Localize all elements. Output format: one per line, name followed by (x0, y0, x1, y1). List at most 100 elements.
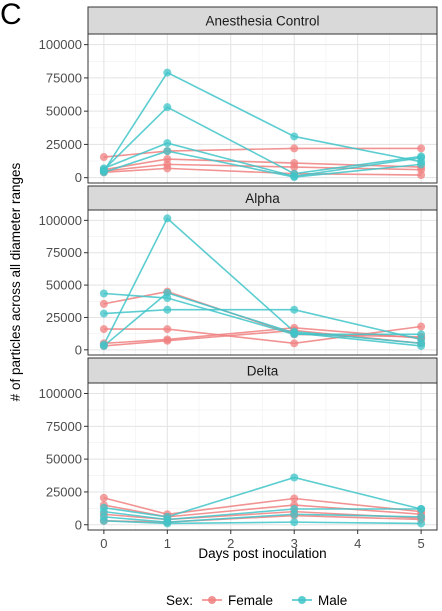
data-point (290, 510, 299, 519)
series-line (103, 106, 422, 175)
data-point (290, 328, 299, 337)
data-point (163, 214, 172, 223)
data-point (290, 494, 299, 503)
data-point (417, 322, 426, 331)
x-axis: 0 1 2 3 4 5 (100, 530, 425, 551)
y-axis-title: # of particles across all diameter range… (8, 162, 23, 401)
series-line (103, 142, 422, 178)
y-tick-label: 0 (75, 170, 82, 185)
x-tick-label: 3 (291, 536, 298, 551)
y-tick-label: 100000 (39, 37, 82, 52)
data-point (99, 168, 108, 177)
series-line (103, 163, 422, 172)
series-line (103, 508, 422, 521)
legend-title: Sex: (166, 593, 193, 608)
legend-label: Female (228, 593, 273, 608)
legend-key-point (208, 596, 216, 604)
data-point (163, 103, 172, 112)
data-point (163, 325, 172, 334)
data-point (417, 160, 426, 169)
y-tick-label: 100000 (39, 213, 82, 228)
data-point (163, 519, 172, 528)
series-line (103, 476, 422, 518)
facet-title: Delta (247, 364, 279, 379)
y-tick-label: 50000 (46, 452, 82, 467)
y-tick-label: 0 (75, 342, 82, 357)
y-tick-label: 0 (75, 517, 82, 532)
facet-strip (87, 185, 438, 211)
facet-panel: Anesthesia Control 0 25000 50000 75000 100000 (39, 6, 438, 185)
data-point (163, 164, 172, 173)
data-point (290, 305, 299, 314)
panel-letter: C (0, 0, 22, 31)
data-point (99, 341, 108, 350)
series-line (103, 150, 422, 178)
data-point (163, 336, 172, 345)
data-point (290, 132, 299, 141)
legend-key-point (298, 596, 306, 604)
data-point (417, 341, 426, 350)
y-tick-label: 100000 (39, 386, 82, 401)
data-point (290, 173, 299, 182)
data-point (417, 512, 426, 521)
y-tick-label: 75000 (46, 70, 82, 85)
facet-strip (87, 6, 438, 35)
series-line (103, 497, 422, 516)
data-point (417, 171, 426, 180)
y-tick-label: 75000 (46, 245, 82, 260)
data-point (163, 147, 172, 156)
data-point (163, 68, 172, 77)
y-tick-label: 25000 (46, 310, 82, 325)
data-point (99, 289, 108, 298)
panel-border (87, 33, 438, 184)
series-line (103, 520, 422, 525)
x-axis-title: Days post inoculation (198, 546, 326, 561)
panel-border (87, 382, 438, 531)
data-point (99, 325, 108, 334)
x-tick-label: 1 (164, 536, 171, 551)
data-point (99, 516, 108, 525)
series-line (103, 292, 422, 336)
data-point (99, 493, 108, 502)
facet-panel: Alpha 0 25000 50000 75000 100000 (39, 185, 438, 357)
series-line (103, 71, 422, 172)
data-point (99, 309, 108, 318)
data-point (290, 518, 299, 527)
facet-strip (87, 357, 438, 384)
facet-title: Alpha (245, 191, 280, 206)
x-tick-label: 5 (418, 536, 425, 551)
legend-label: Male (318, 593, 347, 608)
data-point (163, 305, 172, 314)
series-line (103, 217, 422, 346)
legend-item: Female (202, 593, 273, 608)
y-tick-label: 25000 (46, 484, 82, 499)
series-line (103, 167, 422, 176)
data-point (290, 339, 299, 348)
data-point (163, 288, 172, 297)
series-line (103, 308, 422, 341)
panel-border (87, 209, 438, 356)
series-line (103, 327, 422, 345)
x-tick-label: 2 (227, 536, 234, 551)
data-point (417, 505, 426, 513)
series-line (103, 513, 422, 523)
legend: Sex: Female Male (166, 593, 347, 608)
legend-item: Male (292, 593, 347, 608)
y-tick-label: 50000 (46, 278, 82, 293)
series-line (103, 291, 422, 347)
data-point (417, 144, 426, 153)
data-point (417, 519, 426, 528)
y-tick-label: 75000 (46, 419, 82, 434)
data-point (417, 153, 426, 162)
y-tick-label: 25000 (46, 137, 82, 152)
y-tick-label: 50000 (46, 104, 82, 119)
data-point (290, 473, 299, 482)
data-point (290, 163, 299, 172)
facet-title: Anesthesia Control (205, 14, 319, 29)
data-point (163, 139, 172, 148)
facet-panel: Delta 0 25000 50000 75000 100000 (39, 357, 438, 532)
facets: Anesthesia Control 0 25000 50000 75000 100000… (39, 6, 438, 532)
data-point (99, 153, 108, 162)
data-point (99, 299, 108, 308)
